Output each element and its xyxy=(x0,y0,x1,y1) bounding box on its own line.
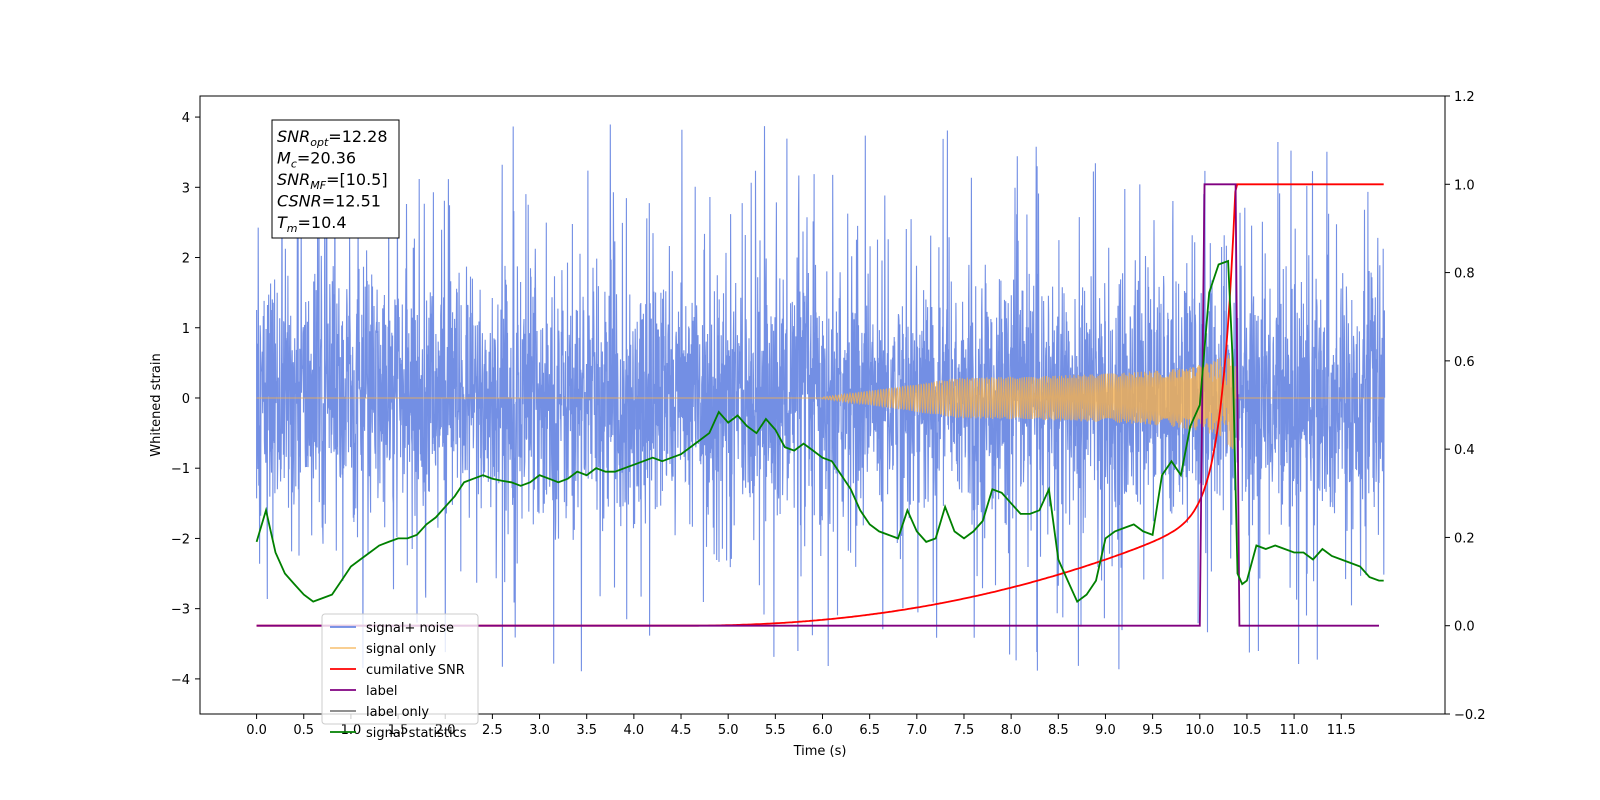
series-label xyxy=(256,183,1379,627)
y-tick-label-left: 3 xyxy=(182,181,190,196)
x-axis: 0.0 0.5 1.0 1.5 2.0 2.5 3.0 3.5 4.0 4.5 5.0 5.5 6.0 6… xyxy=(246,714,1356,738)
info-box-line: SNRopt=12.28 xyxy=(277,127,388,149)
y-tick-label-left: 2 xyxy=(182,252,190,267)
y-axis-right: −0.2 0.0 0.2 0.4 0.6 0.8 1.0 1.2 xyxy=(1445,90,1486,723)
legend-label: cumilative SNR xyxy=(366,663,465,678)
y-tick-label-left: 0 xyxy=(182,392,190,407)
x-tick-label: 4.0 xyxy=(624,723,645,738)
y-tick-label-right: 0.4 xyxy=(1454,443,1475,458)
x-tick-label: 0.5 xyxy=(293,723,314,738)
legend-label: signal statistics xyxy=(366,726,467,741)
info-box-line: CSNR=12.51 xyxy=(277,192,381,211)
x-tick-label: 5.5 xyxy=(765,723,786,738)
y-tick-label-right: 0.6 xyxy=(1454,355,1475,370)
x-axis-label: Time (s) xyxy=(793,744,847,759)
series-signal-only xyxy=(256,344,1384,450)
y-tick-label-right: 0.0 xyxy=(1454,620,1475,635)
y-tick-label-right: −0.2 xyxy=(1454,708,1486,723)
x-tick-label: 6.0 xyxy=(812,723,833,738)
y-tick-label-left: 1 xyxy=(182,322,190,337)
x-tick-label: 3.0 xyxy=(529,723,550,738)
x-tick-label: 7.5 xyxy=(954,723,975,738)
y-tick-label-left: −4 xyxy=(171,673,190,688)
x-tick-label: 11.5 xyxy=(1327,723,1356,738)
info-box-frame xyxy=(271,119,400,239)
x-tick-label: 9.5 xyxy=(1142,723,1163,738)
info-box-line: Mc=20.36 xyxy=(277,149,356,171)
y-axis-label-left: Whitened strain xyxy=(149,353,164,456)
legend-label: signal only xyxy=(366,642,436,657)
x-tick-label: 9.0 xyxy=(1095,723,1116,738)
info-box: SNRopt=12.28Mc=20.36SNRMF=[10.5]CSNR=12.… xyxy=(271,119,400,239)
x-tick-label: 8.0 xyxy=(1001,723,1022,738)
x-tick-label: 6.5 xyxy=(859,723,880,738)
x-tick-label: 1.0 xyxy=(341,723,362,738)
y-axis-left: −4 −3 −2 −1 0 1 2 3 4 xyxy=(171,111,200,688)
series-signal-statistics xyxy=(255,259,1384,603)
x-tick-label: 3.5 xyxy=(576,723,597,738)
y-tick-label-left: −1 xyxy=(171,462,190,477)
x-tick-label: 5.0 xyxy=(718,723,739,738)
x-tick-label: 1.5 xyxy=(388,723,409,738)
y-tick-label-left: 4 xyxy=(182,111,190,126)
x-tick-label: 2.0 xyxy=(435,723,456,738)
x-tick-label: 10.5 xyxy=(1232,723,1261,738)
legend-label: label only xyxy=(366,705,429,720)
x-tick-label: 8.5 xyxy=(1048,723,1069,738)
x-tick-label: 2.5 xyxy=(482,723,503,738)
y-tick-label-right: 0.2 xyxy=(1454,531,1475,546)
y-tick-label-left: −3 xyxy=(171,603,190,618)
x-tick-label: 11.0 xyxy=(1280,723,1309,738)
y-tick-label-right: 0.8 xyxy=(1454,267,1475,282)
info-box-line: SNRMF=[10.5] xyxy=(277,170,388,192)
legend: signal+ noise signal only cumilative SNR la… xyxy=(321,613,479,741)
x-tick-label: 7.0 xyxy=(906,723,927,738)
info-box-line: Tm=10.4 xyxy=(277,213,347,235)
legend-label: label xyxy=(366,684,397,699)
y-tick-label-right: 1.2 xyxy=(1454,90,1475,105)
legend-frame xyxy=(321,613,479,725)
y-tick-label-left: −2 xyxy=(171,532,190,547)
legend-label: signal+ noise xyxy=(366,621,454,636)
x-tick-label: 0.0 xyxy=(246,723,267,738)
y-tick-label-right: 1.0 xyxy=(1454,178,1475,193)
x-tick-label: 4.5 xyxy=(671,723,692,738)
x-tick-label: 10.0 xyxy=(1185,723,1214,738)
series-signal-noise xyxy=(256,124,1386,672)
